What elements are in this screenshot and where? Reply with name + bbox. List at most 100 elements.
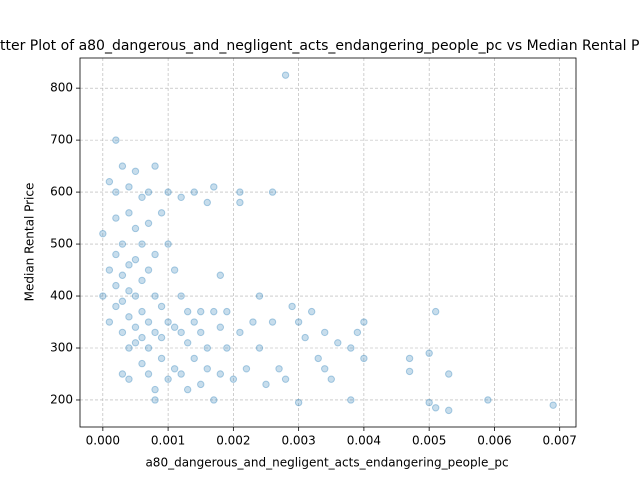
chart-title: Scatter Plot of a80_dangerous_and_neglig… — [0, 38, 640, 54]
point — [183, 385, 192, 394]
point — [294, 318, 303, 326]
point — [314, 354, 322, 363]
point — [112, 281, 120, 290]
point — [99, 292, 107, 300]
point — [197, 307, 205, 316]
y-axis-label: Median Rental Price — [23, 183, 37, 302]
point — [275, 365, 283, 373]
point — [144, 188, 153, 196]
point — [144, 318, 153, 326]
point — [170, 266, 179, 274]
point — [255, 292, 264, 300]
point — [405, 354, 414, 363]
point — [138, 276, 146, 285]
y-tick-label: 500 — [50, 237, 73, 251]
point — [131, 167, 140, 175]
point — [216, 323, 225, 331]
point — [125, 375, 133, 383]
point — [431, 404, 440, 412]
point — [112, 136, 120, 144]
point — [125, 287, 133, 295]
point — [125, 183, 133, 191]
point — [197, 380, 205, 389]
point — [144, 370, 153, 378]
point — [268, 318, 277, 326]
point — [99, 229, 107, 238]
point — [131, 224, 140, 233]
point — [549, 401, 557, 409]
point — [105, 266, 114, 274]
point — [360, 354, 368, 363]
point — [210, 396, 218, 404]
point — [118, 328, 127, 337]
point — [190, 318, 198, 326]
point — [203, 365, 211, 373]
point — [118, 370, 127, 378]
x-tick-label: 0.002 — [216, 434, 250, 448]
x-tick-label: 0.007 — [543, 434, 577, 448]
point — [131, 323, 140, 331]
point — [144, 344, 153, 352]
point — [294, 398, 303, 407]
point — [157, 333, 166, 342]
point — [118, 271, 127, 279]
point — [445, 406, 453, 415]
point — [321, 365, 329, 373]
point — [105, 177, 114, 186]
point — [164, 240, 172, 248]
point — [281, 375, 290, 383]
x-tick-label: 0.005 — [412, 434, 446, 448]
point — [183, 339, 192, 347]
point — [125, 261, 133, 269]
point — [236, 328, 244, 337]
point — [353, 328, 362, 337]
point — [321, 328, 329, 337]
x-tick-label: 0.001 — [151, 434, 185, 448]
point — [105, 318, 114, 326]
point — [144, 266, 153, 274]
point — [157, 354, 166, 363]
y-tick-label: 700 — [50, 133, 73, 147]
point — [281, 71, 290, 79]
point — [307, 307, 316, 316]
point — [151, 292, 159, 300]
x-axis-label: a80_dangerous_and_negligent_acts_endange… — [145, 456, 508, 470]
point — [125, 313, 133, 321]
point — [249, 318, 257, 326]
point — [151, 162, 159, 170]
point — [334, 339, 342, 347]
point — [301, 333, 309, 342]
point — [216, 271, 225, 279]
point — [138, 307, 146, 316]
point — [118, 240, 127, 248]
point — [164, 188, 172, 196]
point — [327, 375, 335, 383]
point — [203, 198, 211, 207]
x-tick-label: 0.003 — [281, 434, 315, 448]
x-tick-label: 0.006 — [477, 434, 511, 448]
point — [360, 318, 368, 326]
point — [405, 367, 414, 376]
point — [177, 292, 185, 300]
point — [177, 193, 185, 201]
points — [99, 71, 557, 415]
point — [210, 183, 218, 191]
point — [131, 339, 140, 347]
point — [242, 365, 251, 373]
point — [112, 214, 120, 222]
point — [164, 375, 172, 383]
x-tick-label: 0.000 — [86, 434, 120, 448]
point — [177, 328, 185, 337]
point — [288, 302, 296, 311]
point — [112, 188, 120, 196]
point — [236, 198, 244, 207]
point — [170, 323, 179, 331]
point — [157, 302, 166, 311]
point — [177, 370, 185, 378]
point — [203, 344, 211, 352]
point — [112, 250, 120, 259]
point — [190, 188, 198, 196]
point — [118, 297, 127, 305]
y-tick-label: 600 — [50, 185, 73, 199]
point — [131, 292, 140, 300]
